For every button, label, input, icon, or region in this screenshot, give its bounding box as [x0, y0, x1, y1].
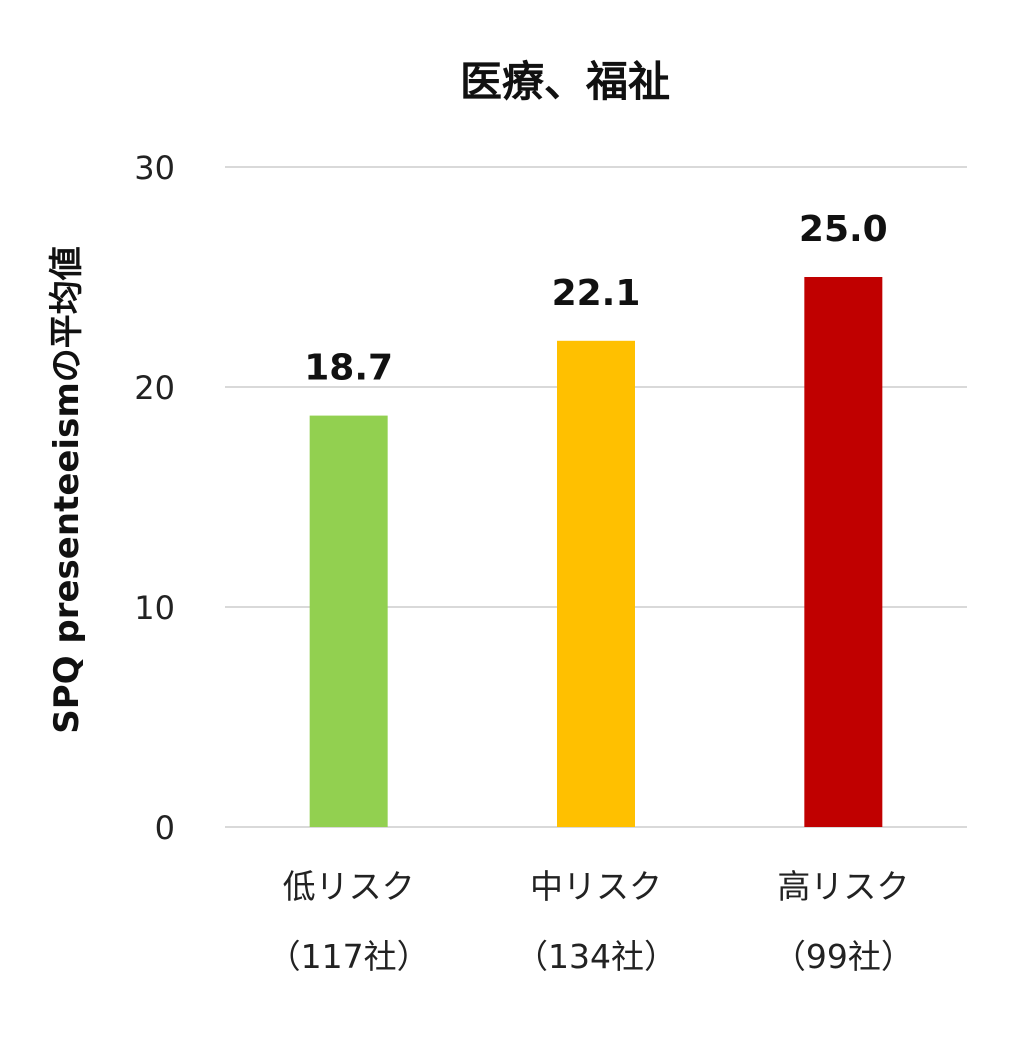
- y-axis-label: SPQ presenteeismの平均値: [47, 246, 87, 734]
- bar: [557, 340, 635, 827]
- x-axis-categories: 低リスク （117社） 中リスク （134社） 高リスク （99社）: [268, 867, 914, 976]
- x-category-label: 高リスク: [777, 867, 909, 906]
- data-labels: 18.7 22.1 25.0: [304, 209, 887, 389]
- y-axis-ticks: 0 10 20 30: [134, 149, 175, 847]
- y-tick-label: 30: [134, 149, 175, 187]
- x-category-count: （99社）: [773, 937, 914, 976]
- chart-title: 医療、福祉: [460, 57, 670, 106]
- x-category-label: 低リスク: [283, 867, 415, 906]
- y-tick-label: 0: [155, 809, 175, 847]
- data-label: 18.7: [304, 348, 393, 389]
- data-label: 25.0: [799, 209, 888, 250]
- data-label: 22.1: [552, 273, 641, 314]
- y-tick-label: 10: [134, 589, 175, 627]
- bar: [804, 277, 883, 827]
- x-category-count: （134社）: [515, 937, 677, 976]
- y-tick-label: 20: [134, 369, 175, 407]
- bar: [309, 415, 388, 827]
- x-category-count: （117社）: [268, 937, 430, 976]
- x-category-label: 中リスク: [530, 867, 662, 906]
- bars: [309, 277, 883, 827]
